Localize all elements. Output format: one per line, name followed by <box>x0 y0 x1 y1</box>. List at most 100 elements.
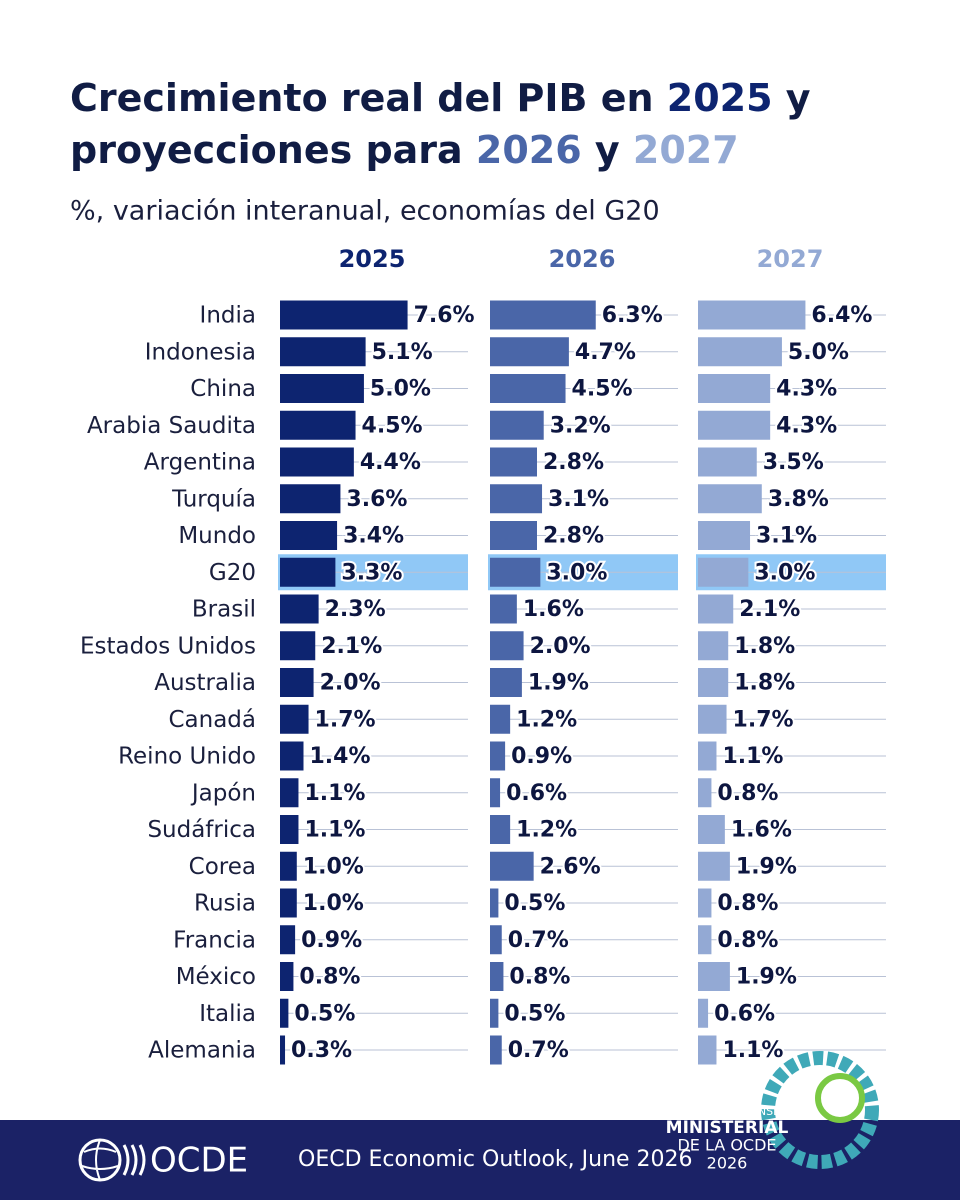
bar <box>698 374 771 403</box>
emblem-text: REUNIÓN DEL CONSEJO <box>662 1105 792 1118</box>
value-label: 1.2% <box>516 818 577 843</box>
bar <box>698 851 730 881</box>
value-label: 4.3% <box>776 413 837 438</box>
value-label: 2.0% <box>530 634 591 659</box>
bar <box>490 704 511 734</box>
value-label: 0.9% <box>301 928 362 953</box>
category-label: G20 <box>209 560 256 586</box>
value-label: 1.7% <box>733 707 794 732</box>
bar <box>280 851 297 881</box>
bar <box>280 704 309 734</box>
bar <box>280 337 366 367</box>
bar <box>280 998 289 1028</box>
value-label: 2.8% <box>543 450 604 475</box>
bar <box>490 557 541 587</box>
bar <box>698 337 782 367</box>
value-label: 3.0% <box>546 560 607 585</box>
bar <box>280 962 294 991</box>
value-label: 4.5% <box>572 377 633 402</box>
value-label: 4.3% <box>776 377 837 402</box>
value-label: 0.3% <box>291 1038 352 1063</box>
category-label: Canadá <box>168 707 256 733</box>
emblem-text: MINISTERIAL <box>666 1118 789 1138</box>
bar <box>490 668 522 697</box>
value-label: 5.0% <box>370 377 431 402</box>
bar <box>490 410 544 440</box>
bar <box>280 1035 286 1065</box>
source: OECD Economic Outlook, June 2026 <box>298 1147 693 1172</box>
bar <box>698 778 712 808</box>
bar <box>698 668 729 697</box>
value-label: 6.3% <box>602 303 663 328</box>
bar <box>280 631 316 661</box>
chart-subtitle: %, variación interanual, economías del G… <box>70 196 660 227</box>
bar <box>490 998 499 1028</box>
category-label: China <box>190 376 256 402</box>
category-label: Estados Unidos <box>80 633 256 659</box>
category-label: Rusia <box>194 891 256 917</box>
value-label: 1.2% <box>516 707 577 732</box>
bar <box>698 998 709 1028</box>
emblem-text: 2026 <box>707 1154 748 1173</box>
title-part: 2027 <box>633 128 739 172</box>
bar <box>490 447 537 477</box>
value-label: 1.8% <box>734 634 795 659</box>
value-label: 0.6% <box>506 781 567 806</box>
value-label: 0.8% <box>717 781 778 806</box>
bar <box>698 557 749 587</box>
bar <box>490 521 537 550</box>
bar <box>698 447 757 477</box>
category-label: Argentina <box>144 450 256 476</box>
plot: 2025 7.6% 5.1% 5.0% 4.5% 4.4% 3.6% 3.4% 3.3% 2.3%… <box>80 245 886 1065</box>
value-label: 1.1% <box>722 744 783 769</box>
bar <box>280 410 356 440</box>
value-label: 3.0% <box>754 560 815 585</box>
bar <box>490 925 502 955</box>
category-label: Indonesia <box>145 339 256 365</box>
bar <box>280 925 296 955</box>
category-label: México <box>176 964 256 990</box>
bar <box>698 484 762 514</box>
value-label: 4.4% <box>360 450 421 475</box>
bar <box>490 741 506 771</box>
bar <box>280 741 304 771</box>
value-label: 3.8% <box>768 487 829 512</box>
bar <box>698 521 751 550</box>
value-label: 2.6% <box>540 854 601 879</box>
category-label: Brasil <box>192 597 256 623</box>
bar <box>490 962 504 991</box>
value-label: 3.3% <box>341 560 402 585</box>
value-label: 3.1% <box>548 487 609 512</box>
bar <box>490 851 534 881</box>
title-part: 2025 <box>667 76 773 120</box>
value-label: 0.6% <box>714 1001 775 1026</box>
value-label: 3.5% <box>763 450 824 475</box>
emblem-gear <box>761 1051 879 1169</box>
oecd-logo: OCDE <box>78 1138 248 1182</box>
value-label: 1.1% <box>304 781 365 806</box>
bar <box>280 300 408 330</box>
value-label: 2.0% <box>320 671 381 696</box>
category-label: Sudáfrica <box>147 817 256 843</box>
bar <box>698 815 725 844</box>
value-label: 1.7% <box>315 707 376 732</box>
title-part: Crecimiento real del PIB en <box>70 76 667 120</box>
category-label: Corea <box>189 854 256 880</box>
bar <box>698 300 806 330</box>
value-label: 1.6% <box>731 818 792 843</box>
bar <box>698 631 729 661</box>
bar <box>698 741 717 771</box>
panel-header: 2025 <box>339 245 406 273</box>
value-label: 1.9% <box>736 854 797 879</box>
value-label: 1.1% <box>304 818 365 843</box>
value-label: 5.0% <box>788 340 849 365</box>
bar <box>280 668 314 697</box>
value-label: 3.2% <box>550 413 611 438</box>
bar <box>280 447 354 477</box>
value-label: 7.6% <box>414 303 475 328</box>
emblem-hub <box>815 1073 865 1123</box>
value-label: 4.7% <box>575 340 636 365</box>
value-label: 0.7% <box>508 928 569 953</box>
value-label: 0.5% <box>294 1001 355 1026</box>
